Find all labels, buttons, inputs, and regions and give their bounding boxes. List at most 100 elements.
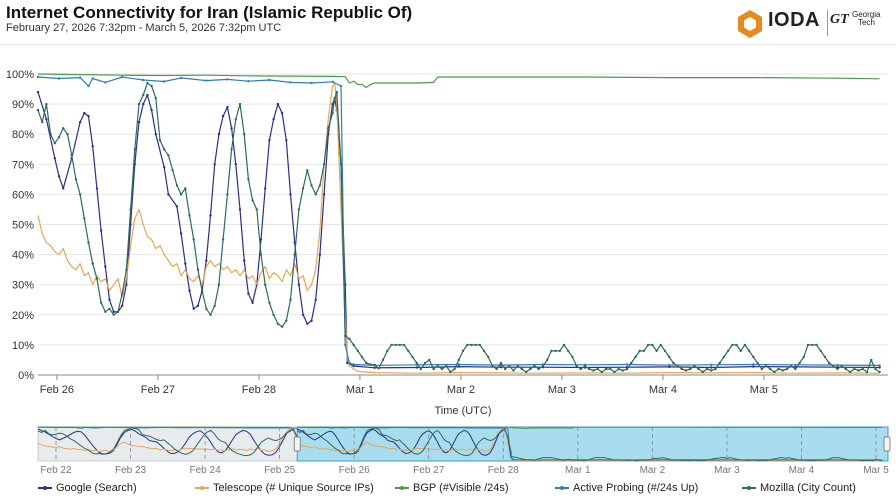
navigator-tick-label: Feb 28 xyxy=(488,465,520,476)
series-line-telescope[interactable] xyxy=(37,82,880,374)
data-point-mozilla xyxy=(137,102,141,106)
navigator-selection[interactable] xyxy=(296,426,889,462)
data-point-mozilla xyxy=(221,238,225,241)
main-chart[interactable]: 0% 10% 20% 30% 40% 50% 60% 70% 80% 90% 100% Feb 26… xyxy=(0,44,896,464)
data-point-mozilla xyxy=(710,369,713,372)
navigator-series-history-mozilla xyxy=(37,427,298,457)
series-line-google[interactable] xyxy=(37,91,880,369)
legend-item[interactable]: Telescope (# Unique Source IPs) xyxy=(195,482,374,494)
data-point-mozilla xyxy=(402,343,406,347)
date-range-subtitle: February 27, 2026 7:32pm - March 5, 2026… xyxy=(6,22,282,34)
data-point-google xyxy=(346,361,349,365)
data-point-google xyxy=(710,366,713,369)
legend-item[interactable]: Google (Search) xyxy=(38,482,137,494)
data-point-mozilla xyxy=(609,367,612,371)
data-point-active xyxy=(339,84,343,88)
y-tick-label: 70% xyxy=(12,159,34,171)
data-point-mozilla xyxy=(819,349,822,353)
data-point-mozilla xyxy=(373,363,376,366)
legend-swatch-icon xyxy=(38,485,52,491)
legend-item[interactable]: Active Probing (#/24s Up) xyxy=(555,482,698,494)
data-point-mozilla xyxy=(466,343,469,347)
y-tick-label: 80% xyxy=(12,129,34,141)
navigator-chart[interactable]: Feb 22 Feb 23 Feb 24 Feb 25 Feb 26 Feb 27 Feb … xyxy=(0,424,896,479)
x-tick-label: Feb 28 xyxy=(242,384,276,396)
data-point-mozilla xyxy=(352,343,355,347)
data-point-google xyxy=(238,208,242,211)
navigator-handle-right[interactable] xyxy=(883,436,891,452)
data-point-active xyxy=(179,76,183,80)
data-point-mozilla xyxy=(672,361,675,365)
x-tick-label: Mar 1 xyxy=(346,384,374,396)
legend-label: Telescope (# Unique Source IPs) xyxy=(213,482,374,494)
data-point-google xyxy=(752,365,755,368)
georgia-tech-line2: Tech xyxy=(858,18,875,27)
legend-swatch-icon xyxy=(195,485,209,491)
data-point-mozilla xyxy=(129,208,132,211)
data-point-mozilla xyxy=(398,343,402,347)
data-point-mozilla xyxy=(179,193,183,196)
data-point-mozilla xyxy=(322,163,326,166)
data-point-mozilla xyxy=(781,369,784,372)
georgia-tech-text[interactable]: Georgia Tech xyxy=(852,11,880,27)
navigator-series-active xyxy=(297,426,883,461)
series-line-mozilla[interactable] xyxy=(37,82,880,373)
data-point-mozilla xyxy=(146,81,149,85)
data-point-mozilla xyxy=(722,355,726,359)
data-point-mozilla xyxy=(874,367,877,371)
data-point-mozilla xyxy=(634,355,637,359)
data-point-google xyxy=(142,102,145,106)
data-point-google xyxy=(83,111,86,115)
data-point-mozilla xyxy=(853,367,856,371)
data-point-google xyxy=(179,232,183,235)
series-line-bgp[interactable] xyxy=(37,73,880,89)
data-point-mozilla xyxy=(36,108,40,112)
data-point-mozilla xyxy=(747,349,751,353)
data-point-mozilla xyxy=(411,355,414,359)
data-point-active xyxy=(878,364,881,367)
data-point-mozilla xyxy=(680,367,683,371)
data-point-google xyxy=(209,214,212,217)
data-point-mozilla xyxy=(752,355,755,359)
data-point-mozilla xyxy=(554,349,557,353)
data-point-google xyxy=(415,366,418,369)
data-point-mozilla xyxy=(419,367,423,371)
legend-item[interactable]: Mozilla (City Count) xyxy=(742,482,856,494)
legend-item[interactable]: BGP (#Visible /24s) xyxy=(395,482,509,494)
data-point-google xyxy=(192,307,195,310)
data-point-mozilla xyxy=(461,349,465,353)
data-point-mozilla xyxy=(815,343,818,347)
legend-label: Google (Search) xyxy=(56,482,137,494)
data-point-mozilla xyxy=(520,367,524,371)
data-point-mozilla xyxy=(163,148,166,151)
y-tick-label: 30% xyxy=(12,280,34,292)
data-point-mozilla xyxy=(625,367,629,371)
data-point-mozilla xyxy=(840,364,843,368)
data-point-mozilla xyxy=(638,349,641,353)
data-point-mozilla xyxy=(381,358,385,362)
data-point-mozilla xyxy=(726,349,730,353)
data-point-mozilla xyxy=(718,361,721,365)
data-point-active xyxy=(289,81,292,84)
data-point-mozilla xyxy=(646,343,650,347)
data-point-mozilla xyxy=(756,361,759,365)
data-point-mozilla xyxy=(184,187,187,190)
x-axis-label: Time (UTC) xyxy=(434,405,491,417)
data-point-mozilla xyxy=(116,310,120,313)
data-point-mozilla xyxy=(470,343,473,347)
data-point-mozilla xyxy=(785,367,789,371)
data-point-mozilla xyxy=(764,364,768,368)
data-point-google xyxy=(163,166,166,169)
data-point-mozilla xyxy=(541,364,545,368)
legend-label: BGP (#Visible /24s) xyxy=(413,482,509,494)
data-point-mozilla xyxy=(482,349,486,353)
data-point-mozilla xyxy=(360,355,364,359)
data-point-mozilla xyxy=(217,283,221,286)
navigator-handle-left[interactable] xyxy=(293,436,301,452)
data-point-google xyxy=(150,108,153,112)
series-line-active[interactable] xyxy=(37,76,880,366)
data-point-mozilla xyxy=(335,90,338,94)
data-point-active xyxy=(794,363,797,366)
data-point-mozilla xyxy=(314,193,317,196)
data-point-google xyxy=(205,259,208,262)
